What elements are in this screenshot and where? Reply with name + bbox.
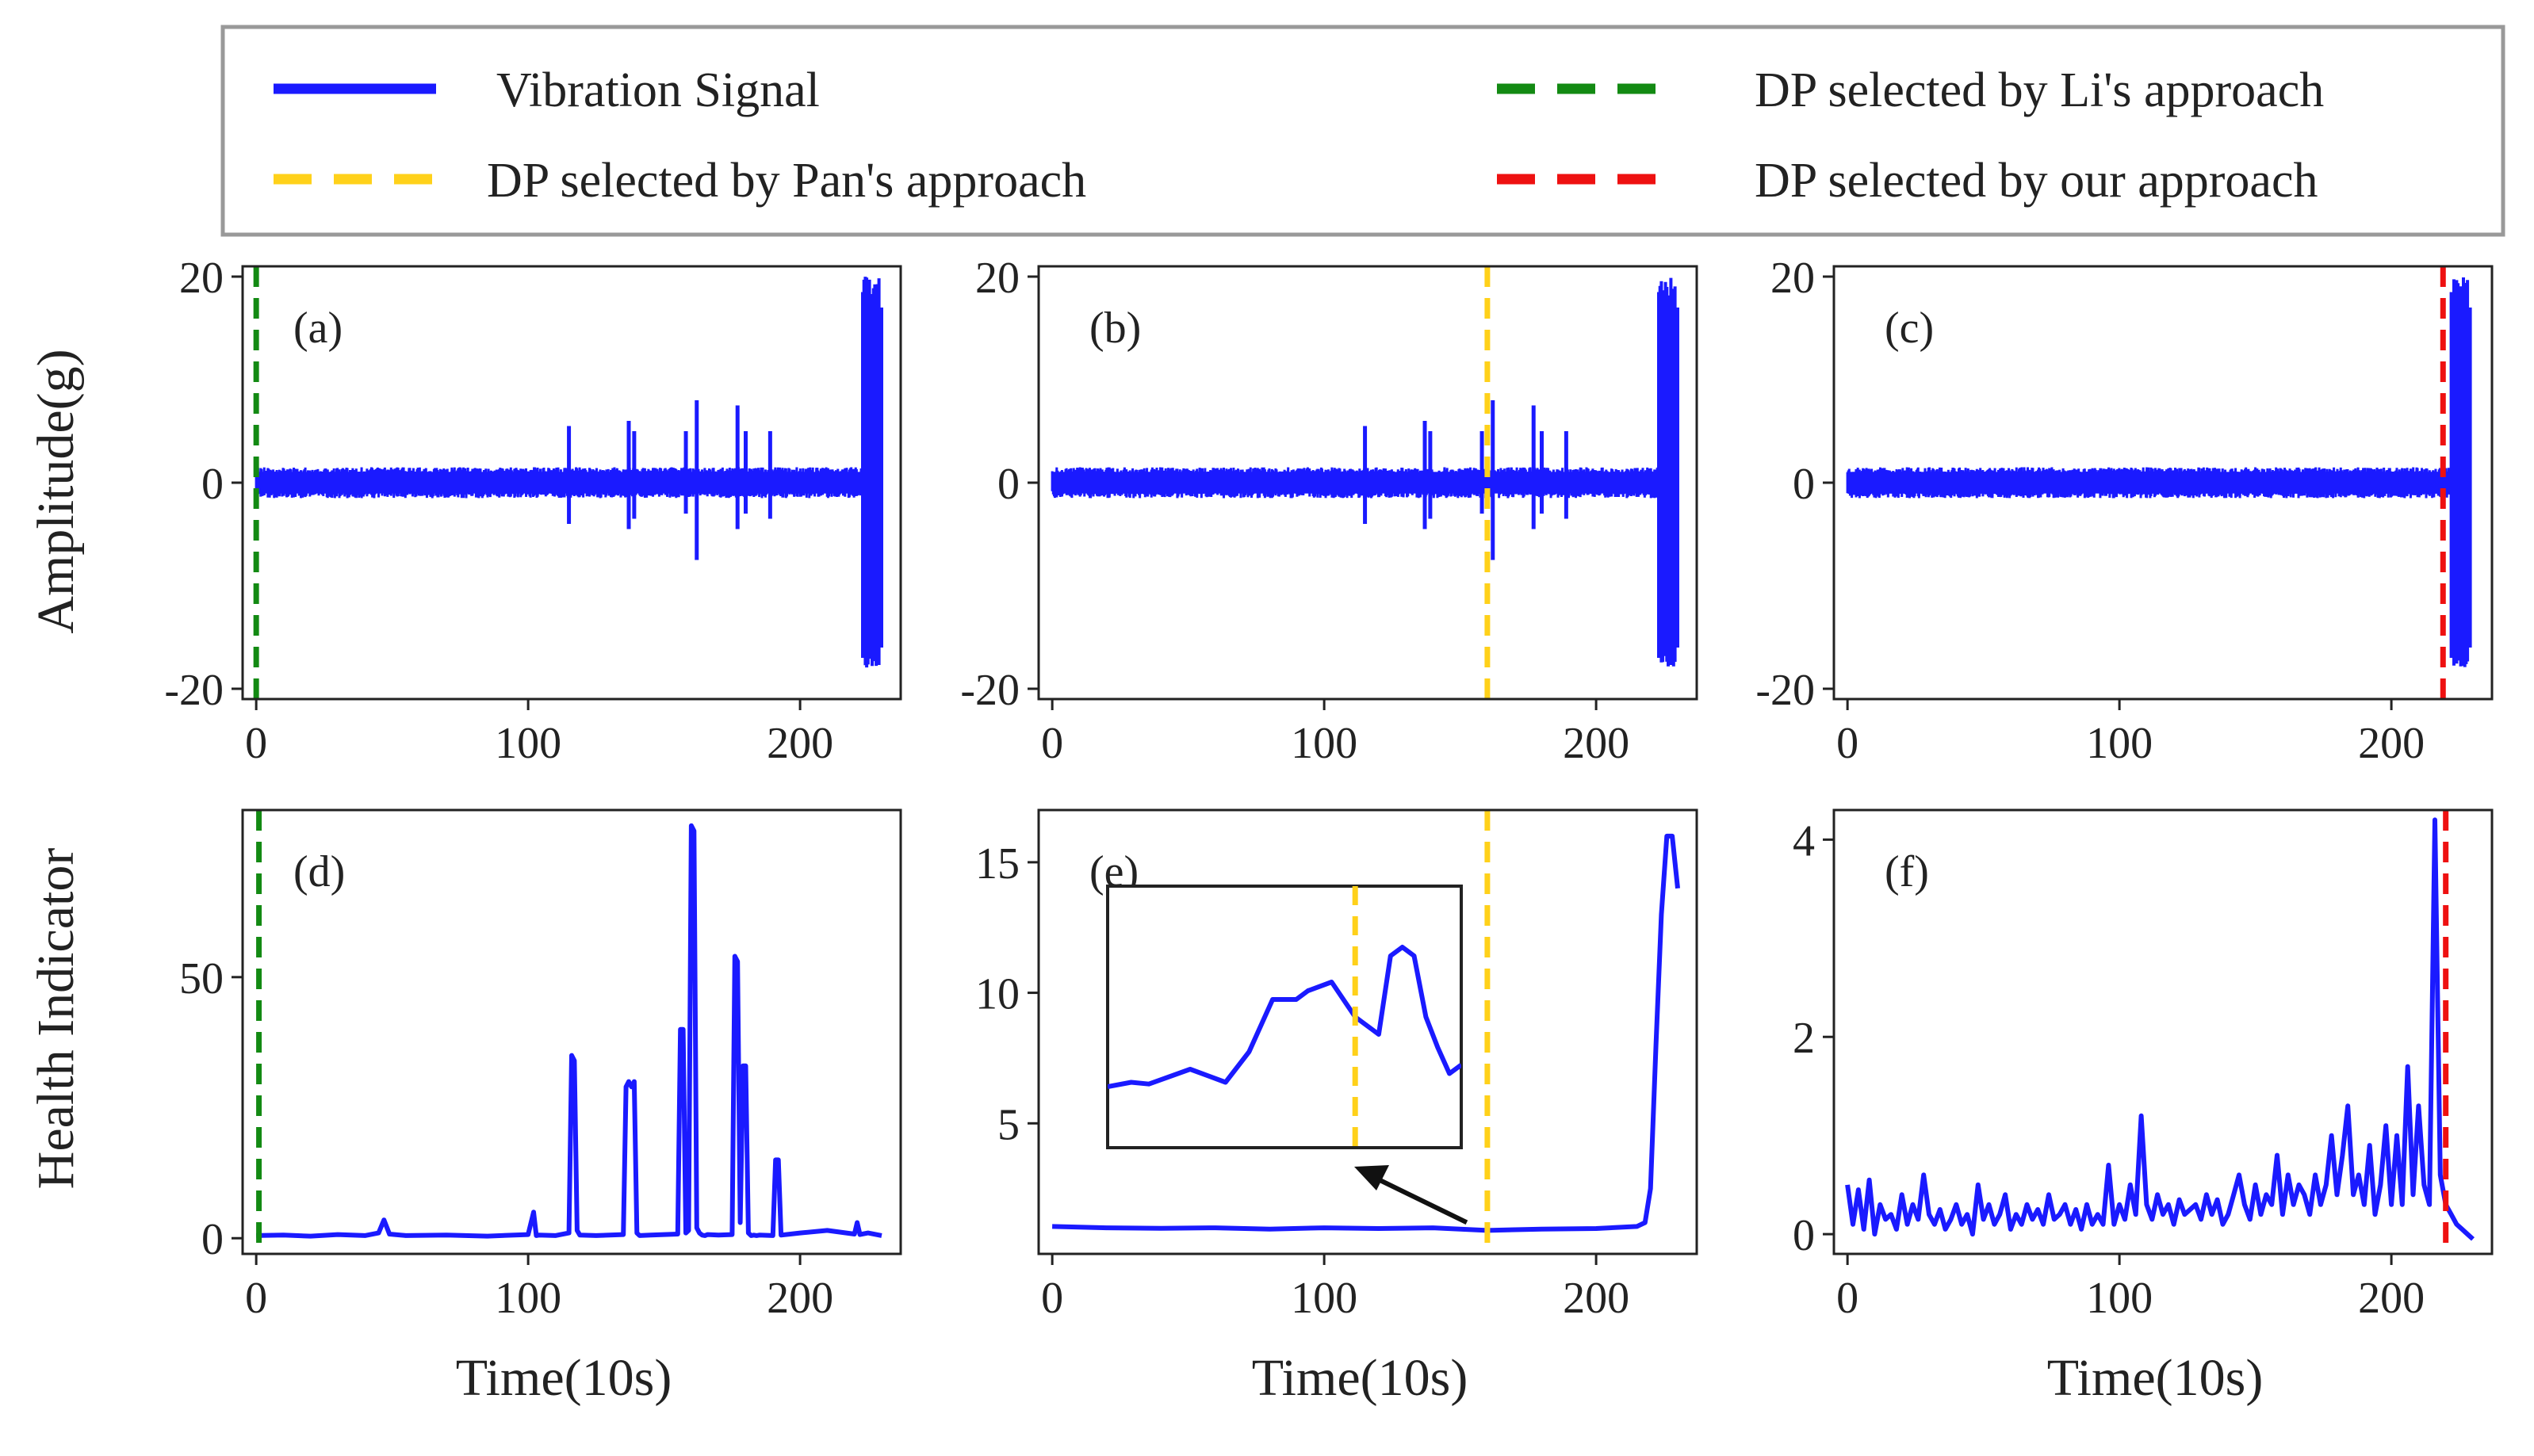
panel-c: 0 100 200 -20 0 20 (c) (1755, 254, 2492, 768)
x-axis-label-f: Time(10s) (2047, 1349, 2264, 1407)
vibration-burst-core-a (866, 308, 878, 648)
y-tick-label-b: -20 (960, 666, 1020, 715)
y-tick-label-f: 2 (1793, 1014, 1815, 1063)
panel-b: 0 100 200 -20 0 20 (b) (960, 254, 1697, 768)
y-tick-label-f: 4 (1793, 816, 1815, 866)
y-tick-label-e: 5 (997, 1100, 1020, 1149)
plot-area-d (256, 810, 882, 1254)
panel-d: 0 100 200 0 50 (d) Time(10s) (179, 810, 901, 1407)
x-tick-label-f: 0 (1836, 1274, 1858, 1323)
plot-area-c (1847, 266, 2471, 699)
y-tick-label-e: 15 (975, 839, 1020, 889)
y-tick-label-c: -20 (1755, 666, 1815, 715)
y-tick-label-b: 20 (975, 254, 1020, 303)
y-tick-label-f: 0 (1793, 1211, 1815, 1260)
x-tick-label-c: 100 (2086, 719, 2153, 768)
x-tick-label-b: 200 (1563, 719, 1629, 768)
legend-label-vib: Vibration Signal (496, 63, 820, 117)
panel-a: 0 100 200 -20 0 20 (a) (164, 254, 901, 768)
y-tick-label-a: 0 (201, 460, 224, 509)
x-tick-label-f: 100 (2086, 1274, 2153, 1323)
panel-f: 0 100 200 0 2 4 (f) Time(10s) (1793, 810, 2492, 1407)
vibration-band-c (1847, 472, 2451, 493)
x-tick-label-d: 200 (767, 1274, 833, 1323)
panel-label-d: (d) (293, 847, 345, 896)
x-tick-label-a: 0 (245, 719, 267, 768)
health-indicator-line-f (1847, 820, 2473, 1239)
inset-e (1108, 886, 1467, 1222)
y-tick-label-b: 0 (997, 460, 1020, 509)
y-tick-label-d: 50 (179, 954, 224, 1003)
panel-label-c: (c) (1885, 304, 1934, 353)
y-tick-label-a: -20 (164, 666, 224, 715)
x-tick-label-f: 200 (2358, 1274, 2425, 1323)
x-tick-label-a: 200 (767, 719, 833, 768)
x-tick-label-b: 0 (1041, 719, 1063, 768)
plot-area-f (1847, 810, 2473, 1254)
y-tick-label-d: 0 (201, 1215, 224, 1264)
y-tick-label-e: 10 (975, 970, 1020, 1019)
health-indicator-line-d (256, 826, 882, 1236)
y-tick-label-a: 20 (179, 254, 224, 303)
x-tick-label-c: 200 (2358, 719, 2425, 768)
x-axis-label-d: Time(10s) (456, 1349, 672, 1407)
x-tick-label-b: 100 (1291, 719, 1357, 768)
inset-arrow-head (1354, 1165, 1389, 1190)
legend-label-our: DP selected by our approach (1755, 154, 2318, 208)
legend: Vibration Signal DP selected by Li's appr… (223, 27, 2503, 235)
figure: Vibration Signal DP selected by Li's appr… (0, 0, 2534, 1456)
x-tick-label-e: 200 (1563, 1274, 1629, 1323)
panel-label-a: (a) (293, 304, 343, 353)
y-axis-label-health: Health Indicator (27, 848, 85, 1190)
vibration-burst-core-c (2455, 308, 2467, 648)
x-tick-label-a: 100 (495, 719, 561, 768)
x-tick-label-d: 0 (245, 1274, 267, 1323)
x-tick-label-e: 0 (1041, 1274, 1063, 1323)
x-tick-label-d: 100 (495, 1274, 561, 1323)
x-tick-label-c: 0 (1836, 719, 1858, 768)
legend-label-pan: DP selected by Pan's approach (487, 154, 1086, 208)
vibration-burst-core-b (1662, 308, 1675, 648)
plot-area-b (1052, 266, 1678, 699)
panel-e: 0 100 20051015 (e)Time(10s) (975, 810, 1697, 1407)
panel-label-f: (f) (1885, 847, 1929, 896)
plot-area-a (256, 266, 882, 699)
x-axis-label-e: Time(10s) (1252, 1349, 1468, 1407)
panel-label-b: (b) (1089, 304, 1141, 353)
inset-frame (1108, 886, 1461, 1148)
y-tick-label-c: 0 (1793, 460, 1815, 509)
y-axis-label-amplitude: Amplitude(g) (27, 349, 85, 633)
legend-label-li: DP selected by Li's approach (1755, 63, 2324, 117)
x-tick-label-e: 100 (1291, 1274, 1357, 1323)
y-tick-label-c: 20 (1770, 254, 1815, 303)
